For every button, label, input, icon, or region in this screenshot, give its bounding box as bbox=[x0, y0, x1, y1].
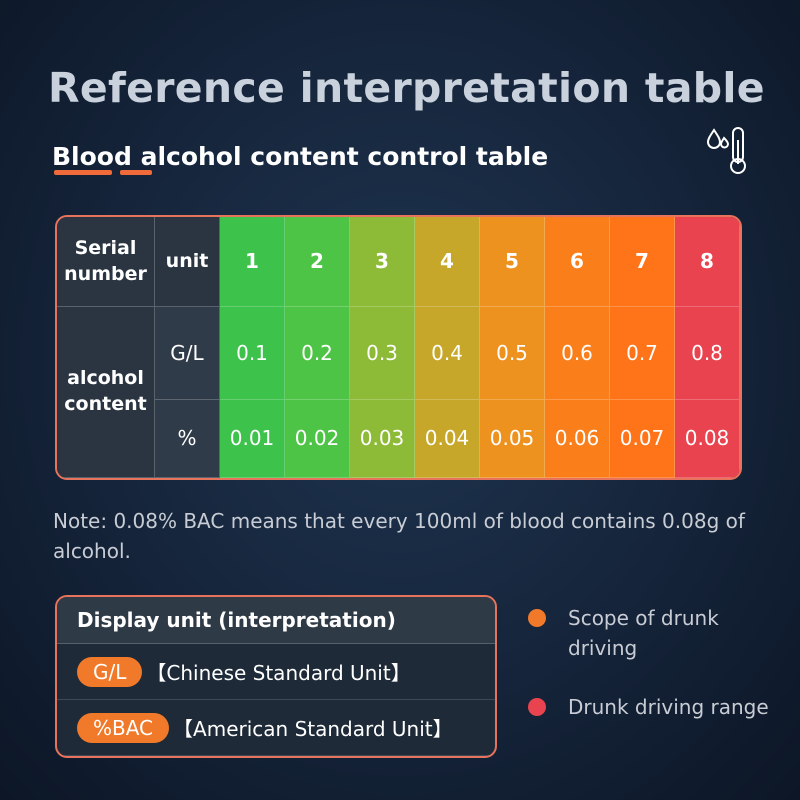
header-cell: Serial number bbox=[57, 217, 155, 307]
value-cell: 0.01 bbox=[220, 400, 285, 478]
value-cell: 0.07 bbox=[610, 400, 675, 478]
unit-cell: % bbox=[155, 400, 220, 478]
header-cell: 5 bbox=[480, 217, 545, 307]
underline bbox=[54, 170, 112, 175]
header-cell: 6 bbox=[545, 217, 610, 307]
header-cell: 1 bbox=[220, 217, 285, 307]
value-cell: 0.2 bbox=[285, 307, 350, 400]
value-cell: 0.4 bbox=[415, 307, 480, 400]
value-cell: 0.03 bbox=[350, 400, 415, 478]
unit-row: %BAC 【American Standard Unit】 bbox=[57, 700, 495, 756]
value-cell: 0.7 bbox=[610, 307, 675, 400]
legend-item: Scope of drunk driving bbox=[528, 603, 788, 663]
box-title: Display unit (interpretation) bbox=[57, 597, 495, 644]
header-cell: 2 bbox=[285, 217, 350, 307]
header-cell: 8 bbox=[675, 217, 740, 307]
legend-dot bbox=[528, 698, 546, 716]
value-cell: 0.1 bbox=[220, 307, 285, 400]
title: Reference interpretation table bbox=[48, 64, 765, 112]
value-cell: 0.8 bbox=[675, 307, 740, 400]
legend-dot bbox=[528, 609, 546, 627]
bac-table: Serial number unit 1 2 3 4 5 6 7 8 alcohol content… bbox=[55, 215, 742, 480]
note: Note: 0.08% BAC means that every 100ml o… bbox=[53, 509, 745, 563]
value-cell: 0.04 bbox=[415, 400, 480, 478]
header-cell: 4 bbox=[415, 217, 480, 307]
legend-item: Drunk driving range bbox=[528, 692, 788, 722]
value-cell: 0.3 bbox=[350, 307, 415, 400]
value-cell: 0.08 bbox=[675, 400, 740, 478]
unit-badge: %BAC bbox=[77, 712, 170, 743]
value-cell: 0.02 bbox=[285, 400, 350, 478]
unit-text: 【Chinese Standard Unit】 bbox=[146, 661, 411, 685]
unit-text: 【American Standard Unit】 bbox=[173, 717, 453, 741]
header-cell: unit bbox=[155, 217, 220, 307]
header-cell: 3 bbox=[350, 217, 415, 307]
value-cell: 0.06 bbox=[545, 400, 610, 478]
underline bbox=[120, 170, 152, 175]
unit-cell: G/L bbox=[155, 307, 220, 400]
legend-label: Drunk driving range bbox=[568, 695, 769, 719]
header-cell: 7 bbox=[610, 217, 675, 307]
value-cell: 0.6 bbox=[545, 307, 610, 400]
row-label: alcohol content bbox=[57, 307, 155, 478]
value-cell: 0.05 bbox=[480, 400, 545, 478]
legend-label: Scope of drunk driving bbox=[568, 606, 719, 660]
thermometer-icon bbox=[706, 127, 746, 174]
unit-badge: G/L bbox=[77, 656, 143, 687]
unit-row: G/L 【Chinese Standard Unit】 bbox=[57, 644, 495, 700]
display-unit-box: Display unit (interpretation) G/L 【Chines… bbox=[55, 595, 497, 758]
value-cell: 0.5 bbox=[480, 307, 545, 400]
subtitle: Blood alcohol content control table bbox=[52, 142, 549, 171]
